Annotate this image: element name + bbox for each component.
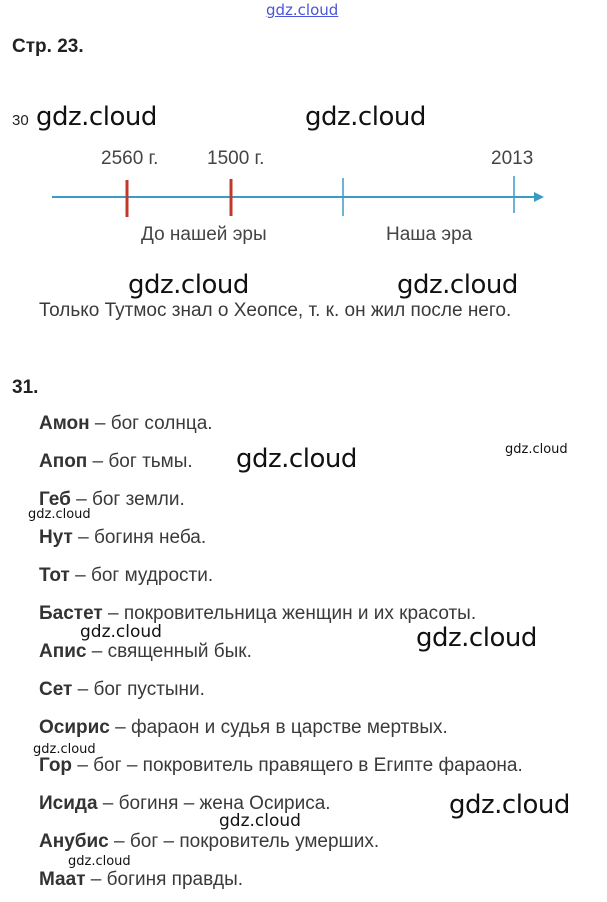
list-item: Амон – бог солнца. bbox=[39, 413, 213, 435]
timeline-label-1500: 1500 г. bbox=[207, 148, 265, 169]
god-name: Гор bbox=[39, 755, 73, 776]
god-description: – богиня – жена Осириса. bbox=[97, 793, 331, 814]
list-item: Осирис – фараон и судья в царстве мертвы… bbox=[39, 717, 448, 739]
god-description: – священный бык. bbox=[86, 641, 252, 662]
top-site-link[interactable]: gdz.cloud bbox=[266, 1, 339, 19]
task-30-answer: Только Тутмос знал о Хеопсе, т. к. он жи… bbox=[39, 300, 512, 321]
list-item: Маат – богиня правды. bbox=[39, 869, 243, 891]
list-item: Гор – бог – покровитель правящего в Егип… bbox=[39, 755, 523, 777]
timeline-label-2013: 2013 bbox=[491, 148, 534, 169]
god-description: – бог земли. bbox=[70, 489, 185, 510]
timeline-arrow-icon bbox=[534, 192, 544, 202]
god-description: – покровительница женщин и их красоты. bbox=[102, 603, 477, 624]
task-30-number: 30 bbox=[12, 112, 29, 129]
god-name: Осирис bbox=[39, 717, 110, 738]
god-description: – бог тьмы. bbox=[87, 451, 193, 472]
god-description: – бог – покровитель умерших. bbox=[108, 831, 380, 852]
god-name: Амон bbox=[39, 413, 90, 434]
god-description: – фараон и судья в царстве мертвых. bbox=[109, 717, 448, 738]
list-item: Апоп – бог тьмы. bbox=[39, 451, 193, 473]
god-name: Маат bbox=[39, 869, 86, 890]
list-item: Апис – священный бык. bbox=[39, 641, 252, 663]
watermark: gdz.cloud bbox=[236, 444, 357, 474]
watermark: gdz.cloud bbox=[397, 270, 518, 300]
task-31-number: 31. bbox=[12, 377, 39, 398]
watermark: gdz.cloud bbox=[80, 622, 162, 642]
god-name: Геб bbox=[39, 489, 71, 510]
timeline-label-2560: 2560 г. bbox=[101, 148, 159, 169]
god-name: Исида bbox=[39, 793, 98, 814]
watermark: gdz.cloud bbox=[28, 507, 91, 522]
god-description: – бог пустыни. bbox=[72, 679, 205, 700]
watermark: gdz.cloud bbox=[305, 102, 426, 132]
watermark: gdz.cloud bbox=[68, 854, 131, 869]
watermark: gdz.cloud bbox=[505, 442, 568, 457]
watermark: gdz.cloud bbox=[128, 270, 249, 300]
god-name: Бастет bbox=[39, 603, 103, 624]
page-label: Стр. 23. bbox=[12, 36, 84, 57]
god-name: Анубис bbox=[39, 831, 109, 852]
god-description: – богиня правды. bbox=[85, 869, 244, 890]
watermark: gdz.cloud bbox=[33, 742, 96, 757]
list-item: Анубис – бог – покровитель умерших. bbox=[39, 831, 379, 853]
watermark: gdz.cloud bbox=[416, 623, 537, 653]
god-name: Тот bbox=[39, 565, 70, 586]
watermark: gdz.cloud bbox=[219, 811, 301, 831]
timeline bbox=[52, 176, 544, 217]
god-name: Апоп bbox=[39, 451, 88, 472]
watermark: gdz.cloud bbox=[449, 790, 570, 820]
god-description: – бог – покровитель правящего в Египте ф… bbox=[72, 755, 523, 776]
watermark: gdz.cloud bbox=[36, 102, 157, 132]
list-item: Сет – бог пустыни. bbox=[39, 679, 205, 701]
list-item: Тот – бог мудрости. bbox=[39, 565, 213, 587]
god-name: Нут bbox=[39, 527, 73, 548]
list-item: Нут – богиня неба. bbox=[39, 527, 206, 549]
god-description: – богиня неба. bbox=[72, 527, 207, 548]
list-item: Исида – богиня – жена Осириса. bbox=[39, 793, 331, 815]
god-description: – бог мудрости. bbox=[69, 565, 214, 586]
era-after-label: Наша эра bbox=[386, 224, 473, 245]
god-description: – бог солнца. bbox=[89, 413, 213, 434]
era-before-label: До нашей эры bbox=[141, 224, 267, 245]
god-name: Сет bbox=[39, 679, 73, 700]
list-item: Бастет – покровительница женщин и их кра… bbox=[39, 603, 476, 625]
list-item: Геб – бог земли. bbox=[39, 489, 185, 511]
god-name: Апис bbox=[39, 641, 87, 662]
